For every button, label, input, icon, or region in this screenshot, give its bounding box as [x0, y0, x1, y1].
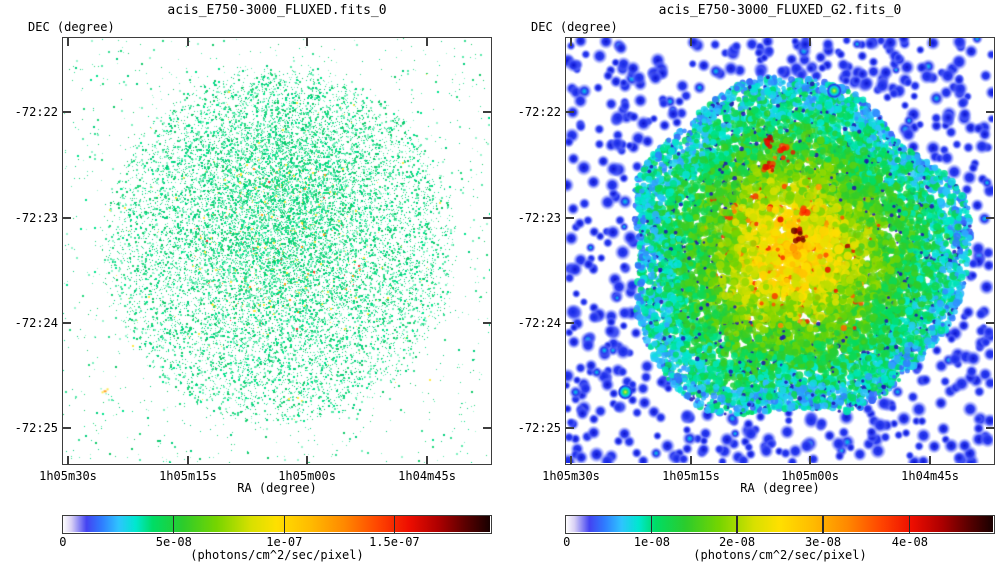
x-tick-mark [690, 37, 692, 46]
y-axis-label-right: DEC (degree) [531, 20, 618, 34]
y-axis-label-left: DEC (degree) [28, 20, 115, 34]
x-tick-label: 1h05m15s [662, 469, 720, 483]
colorbar-tick-label: 3e-08 [804, 535, 842, 549]
colorbar-canvas-right [566, 516, 993, 532]
x-axis-label-right: RA (degree) [740, 481, 820, 495]
colorbar-tick-label: 0 [563, 535, 571, 549]
colorbar-tick-label: 5e-08 [155, 535, 192, 549]
colorbar-tick-line [909, 516, 911, 533]
colorbar-tick-label: 2e-08 [718, 535, 756, 549]
y-tick-mark [565, 322, 574, 324]
y-tick-label: -72:24 [517, 315, 561, 330]
y-tick-mark [986, 427, 995, 429]
y-tick-label: -72:25 [517, 421, 561, 436]
y-tick-mark [483, 427, 492, 429]
x-tick-mark [570, 456, 572, 465]
x-tick-label: 1h05m30s [542, 469, 600, 483]
y-tick-mark [483, 322, 492, 324]
x-tick-mark [426, 456, 428, 465]
x-tick-label: 1h05m30s [39, 469, 97, 483]
x-tick-label: 1h05m00s [278, 469, 336, 483]
x-tick-mark [67, 456, 69, 465]
x-tick-mark [67, 37, 69, 46]
y-tick-mark [986, 111, 995, 113]
panel-title-right: acis_E750-3000_FLUXED_G2.fits_0 [658, 3, 902, 18]
y-tick-label: -72:22 [517, 104, 561, 119]
y-tick-mark [62, 427, 71, 429]
colorbar-tick-label: 0 [59, 535, 67, 549]
y-tick-mark [62, 217, 71, 219]
colorbar-tick-label: 4e-08 [891, 535, 928, 549]
y-tick-label: -72:23 [14, 211, 58, 226]
y-tick-mark [565, 111, 574, 113]
x-tick-label: 1h05m00s [781, 469, 839, 483]
colorbar-right [565, 515, 995, 534]
x-tick-mark [306, 456, 308, 465]
colorbar-tick-line [393, 516, 395, 533]
x-tick-mark [929, 456, 931, 465]
x-tick-mark [306, 37, 308, 46]
y-tick-label: -72:25 [14, 421, 58, 436]
image-canvas-left [63, 38, 490, 463]
image-canvas-right [566, 38, 993, 463]
y-tick-mark [986, 217, 995, 219]
x-tick-mark [929, 37, 931, 46]
x-tick-mark [809, 37, 811, 46]
colorbar-tick-line [736, 516, 738, 533]
y-tick-label: -72:22 [14, 104, 58, 119]
colorbar-tick-label: 1e-08 [633, 535, 670, 549]
x-tick-mark [690, 456, 692, 465]
y-tick-mark [565, 217, 574, 219]
x-axis-label-left: RA (degree) [237, 481, 317, 495]
colorbar-unit-left: (photons/cm^2/sec/pixel) [190, 548, 364, 562]
colorbar-tick-line [173, 516, 175, 533]
x-tick-mark [187, 456, 189, 465]
x-tick-mark [187, 37, 189, 46]
y-tick-mark [62, 111, 71, 113]
x-tick-mark [809, 456, 811, 465]
y-tick-label: -72:23 [517, 211, 561, 226]
y-tick-mark [986, 322, 995, 324]
plot-frame-right [565, 37, 995, 465]
colorbar-unit-right: (photons/cm^2/sec/pixel) [693, 548, 867, 562]
colorbar-tick-label: 1.5e-07 [369, 535, 420, 549]
x-tick-mark [570, 37, 572, 46]
colorbar-tick-line [822, 516, 824, 533]
colorbar-tick-label: 1e-07 [266, 535, 303, 549]
colorbar-tick-line [651, 516, 653, 533]
colorbar-left [62, 515, 492, 534]
x-tick-label: 1h04m45s [901, 469, 959, 483]
x-tick-label: 1h05m15s [159, 469, 217, 483]
y-tick-mark [483, 111, 492, 113]
y-tick-mark [483, 217, 492, 219]
panel-title-left: acis_E750-3000_FLUXED.fits_0 [167, 3, 387, 18]
plot-frame-left [62, 37, 492, 465]
colorbar-canvas-left [63, 516, 490, 532]
y-tick-mark [565, 427, 574, 429]
x-tick-label: 1h04m45s [398, 469, 456, 483]
y-tick-mark [62, 322, 71, 324]
y-tick-label: -72:24 [14, 315, 58, 330]
colorbar-tick-line [283, 516, 285, 533]
x-tick-mark [426, 37, 428, 46]
